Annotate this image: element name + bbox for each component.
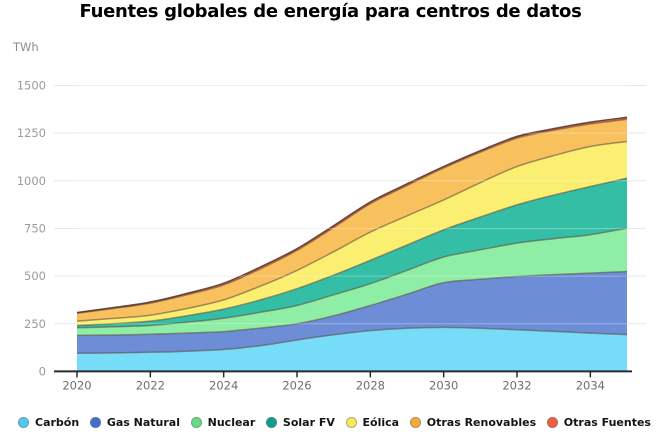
y-tick-label: 1000 xyxy=(17,174,46,188)
legend-label: Nuclear xyxy=(207,416,256,429)
y-tick-label: 1250 xyxy=(17,126,46,140)
legend-label: Otras Fuentes xyxy=(563,416,651,429)
band-boundary-line xyxy=(76,140,628,322)
x-tick-label: 2030 xyxy=(429,378,458,392)
legend-label: Solar FV xyxy=(282,416,335,429)
band-boundary-line xyxy=(76,270,628,337)
y-tick-label: 500 xyxy=(24,269,46,283)
y-axis-unit-label: TWh xyxy=(13,40,39,54)
legend-color-dot xyxy=(89,417,101,428)
legend-item: Otras Fuentes xyxy=(546,416,651,429)
y-tick-label: 1500 xyxy=(17,79,46,93)
legend-item: Gas Natural xyxy=(89,416,180,429)
legend-item: Carbón xyxy=(18,416,79,429)
x-tick-label: 2032 xyxy=(502,378,531,392)
x-tick-label: 2022 xyxy=(136,378,165,392)
area-band xyxy=(77,119,627,322)
x-tick-label: 2034 xyxy=(576,378,605,392)
page-title: Fuentes globales de energía para centros… xyxy=(79,1,582,22)
band-boundary-line xyxy=(76,177,628,327)
area-band xyxy=(77,271,627,354)
area-band xyxy=(77,178,627,328)
band-boundary-line xyxy=(76,118,628,315)
legend-label: Gas Natural xyxy=(106,416,180,429)
band-boundary-line xyxy=(76,326,628,355)
legend-color-dot xyxy=(190,417,202,428)
legend-item: Eólica xyxy=(345,416,400,429)
y-tick-label: 250 xyxy=(24,317,46,331)
legend: Carbón Gas Natural Nuclear Solar FV Eólica Ot… xyxy=(18,416,651,429)
area-band xyxy=(77,228,627,336)
area-band xyxy=(77,141,627,326)
x-tick-label: 2024 xyxy=(209,378,238,392)
y-tick-label: 750 xyxy=(24,221,46,235)
legend-item: Solar FV xyxy=(265,416,335,429)
legend-label: Carbón xyxy=(35,416,80,429)
y-tick-label: 0 xyxy=(39,364,46,378)
area-band xyxy=(77,327,627,372)
band-boundary-line xyxy=(76,227,628,329)
legend-color-dot xyxy=(409,417,421,428)
legend-color-dot xyxy=(345,417,357,428)
band-boundary-line xyxy=(76,116,628,314)
legend-item: Nuclear xyxy=(190,416,256,429)
legend-label: Eólica xyxy=(362,416,400,429)
legend-color-dot xyxy=(265,417,277,428)
legend-label: Otras Renovables xyxy=(426,416,537,429)
legend-color-dot xyxy=(546,417,558,428)
x-tick-label: 2020 xyxy=(62,378,91,392)
x-tick-label: 2026 xyxy=(282,378,311,392)
legend-color-dot xyxy=(18,417,29,428)
legend-item: Otras Renovables xyxy=(409,416,537,429)
x-tick-label: 2028 xyxy=(356,378,385,392)
